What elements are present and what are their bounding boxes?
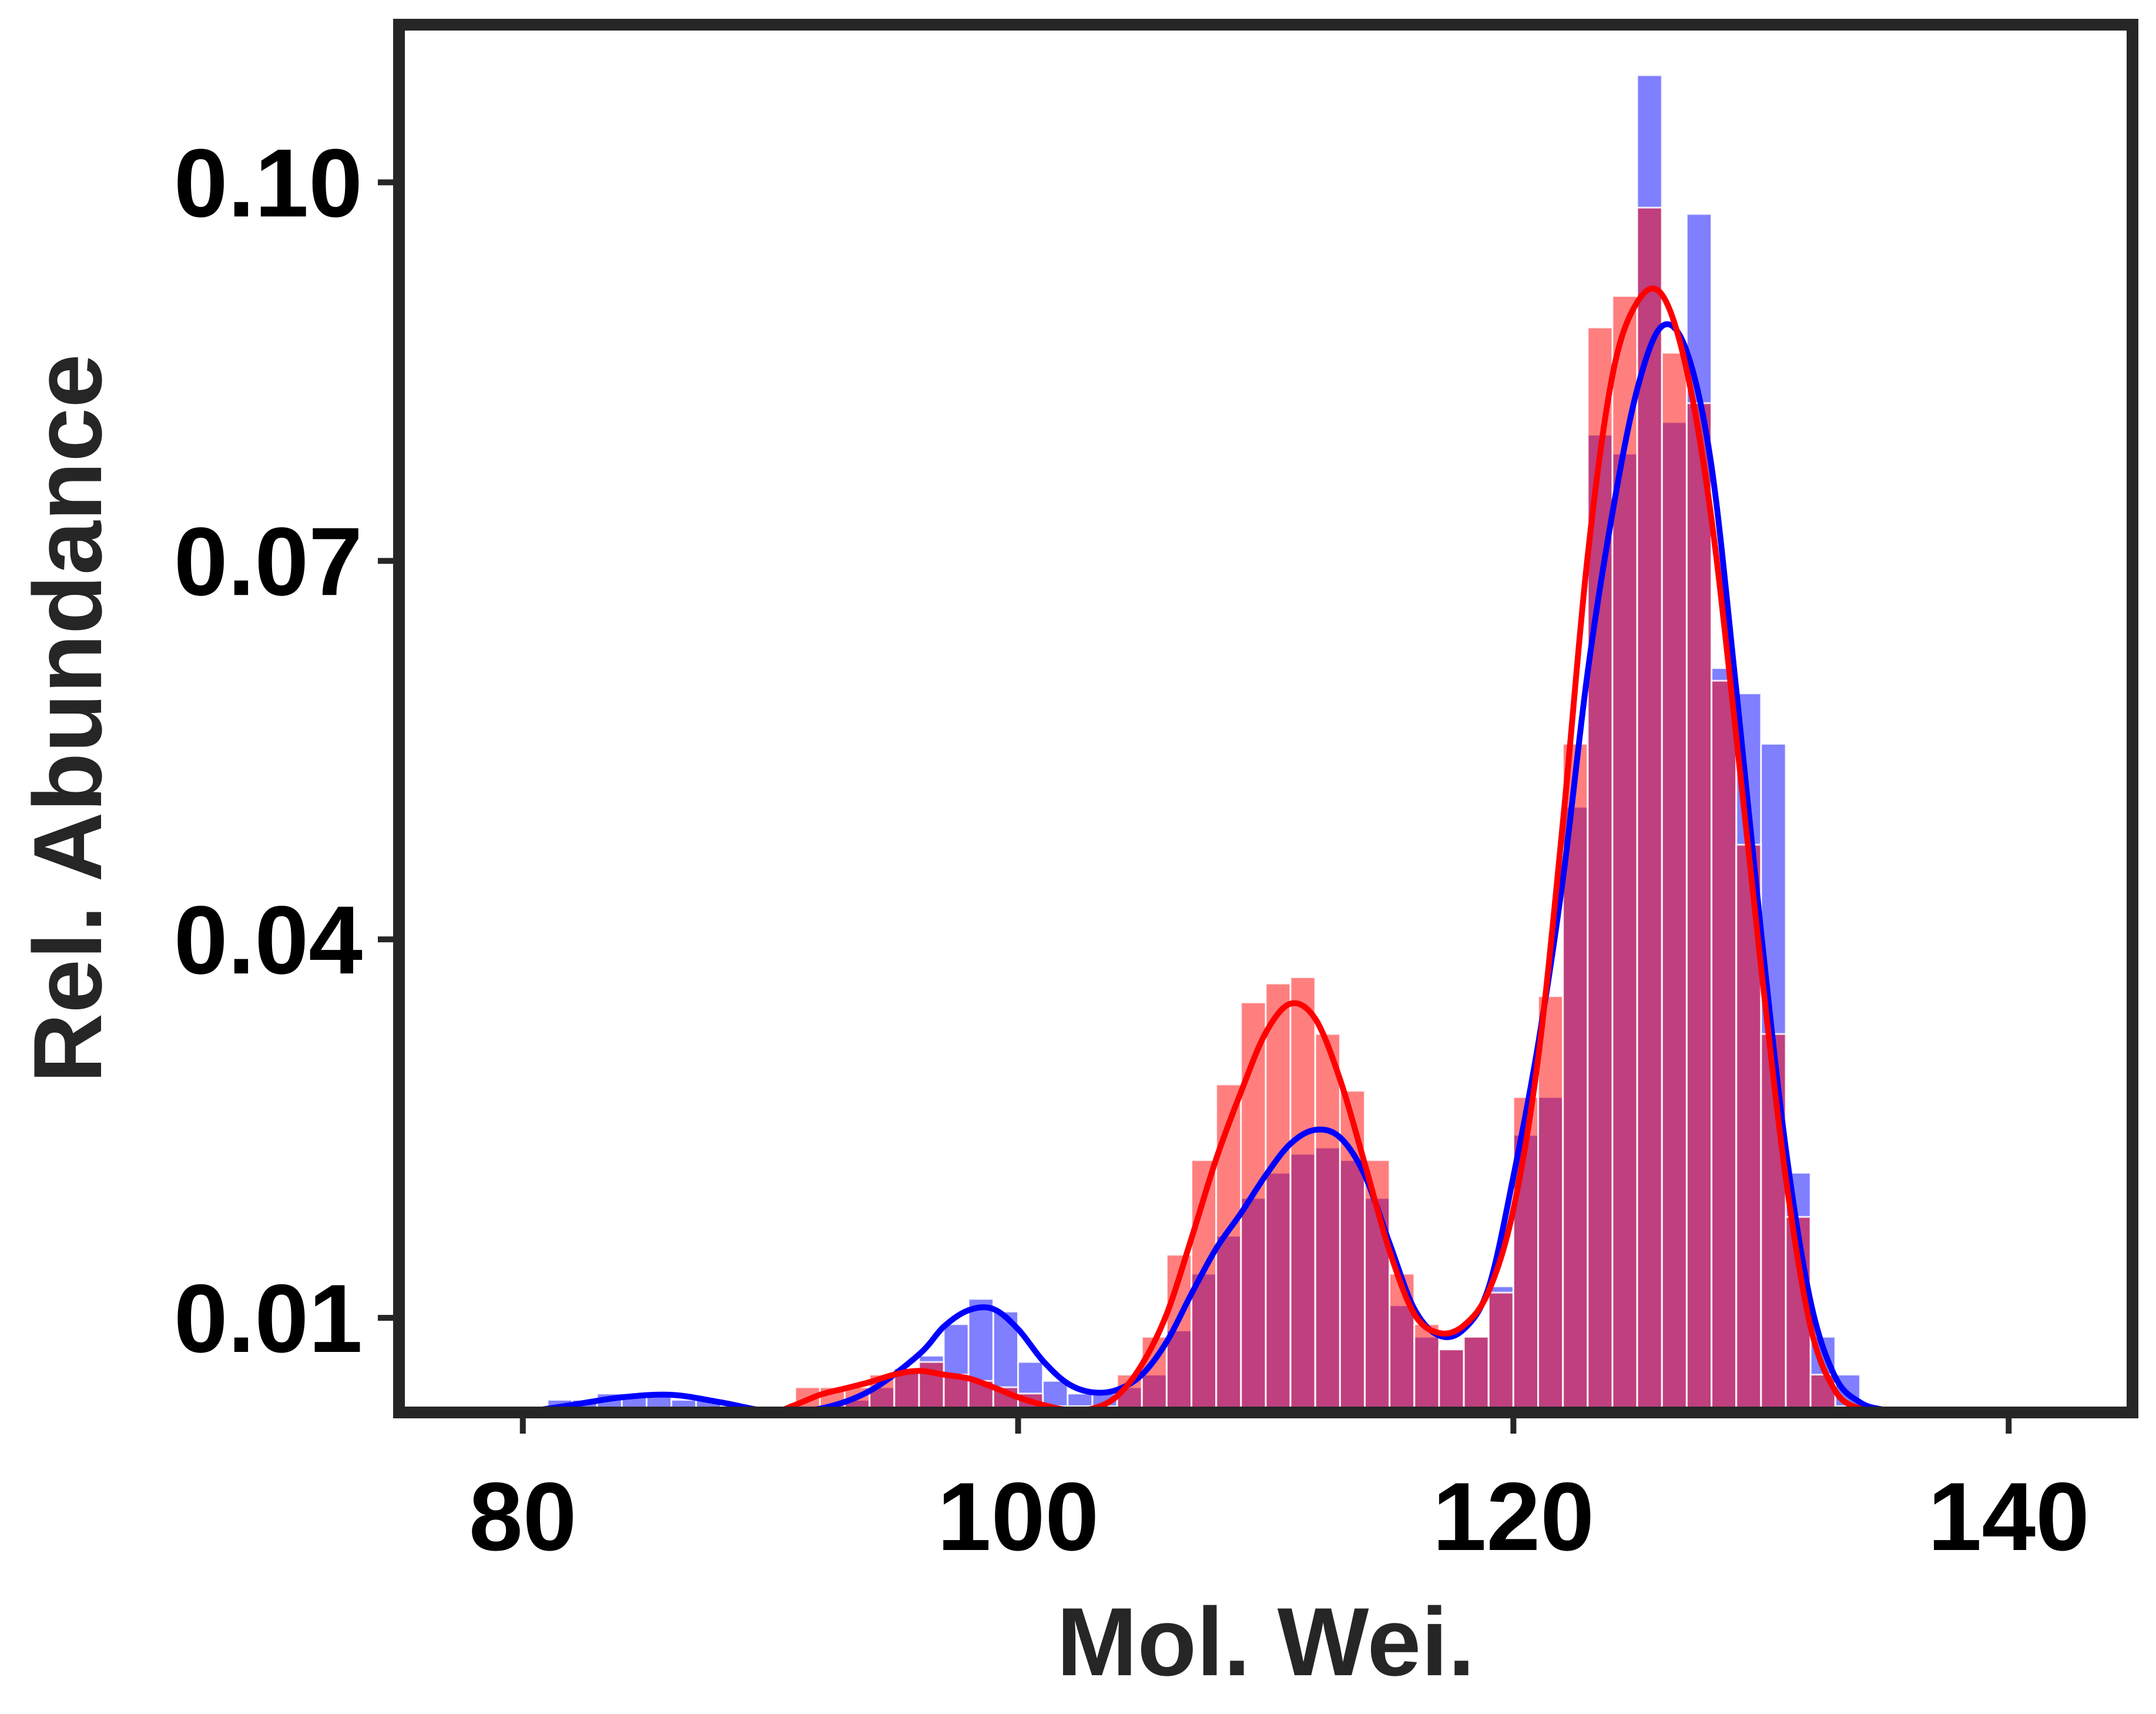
histogram-bar — [1413, 1323, 1440, 1414]
histogram-bar — [1611, 295, 1638, 1414]
x-axis-ticks: 80 100 120 140 — [469, 1418, 2090, 1571]
kde-line — [519, 285, 2012, 1416]
histogram-bar — [1636, 206, 1663, 1414]
kde-curves — [519, 285, 2061, 1416]
x-tick-label: 80 — [469, 1462, 577, 1571]
histogram-bar — [1265, 982, 1292, 1414]
kde-line — [519, 321, 2061, 1416]
histogram-bar — [1537, 995, 1564, 1414]
y-axis-ticks: 0.01 0.04 0.07 0.10 — [174, 129, 393, 1372]
plot-frame — [393, 19, 2138, 1418]
histogram-bar — [1438, 1348, 1465, 1414]
x-tick-label: 140 — [1928, 1462, 2090, 1571]
y-tick-label: 0.07 — [174, 507, 363, 615]
x-tick-label: 120 — [1433, 1462, 1594, 1571]
y-tick-label: 0.04 — [174, 886, 363, 994]
x-axis-label: Mol. Wei. — [1057, 1588, 1475, 1696]
histogram-bar — [1289, 976, 1316, 1414]
histogram-bar — [1314, 1033, 1341, 1414]
y-tick-label: 0.10 — [174, 129, 363, 237]
histogram-bar — [1487, 1291, 1514, 1414]
histogram-bar — [1661, 351, 1688, 1414]
histogram-bar — [1685, 402, 1712, 1414]
histogram-bar — [1463, 1335, 1490, 1414]
y-tick-label: 0.01 — [174, 1264, 363, 1372]
x-tick-label: 100 — [937, 1462, 1099, 1571]
histogram-bar — [1215, 1083, 1242, 1414]
histogram-bar — [1587, 326, 1614, 1414]
y-axis-label: Rel. Abundance — [14, 354, 122, 1083]
histogram-bar — [1711, 679, 1738, 1414]
